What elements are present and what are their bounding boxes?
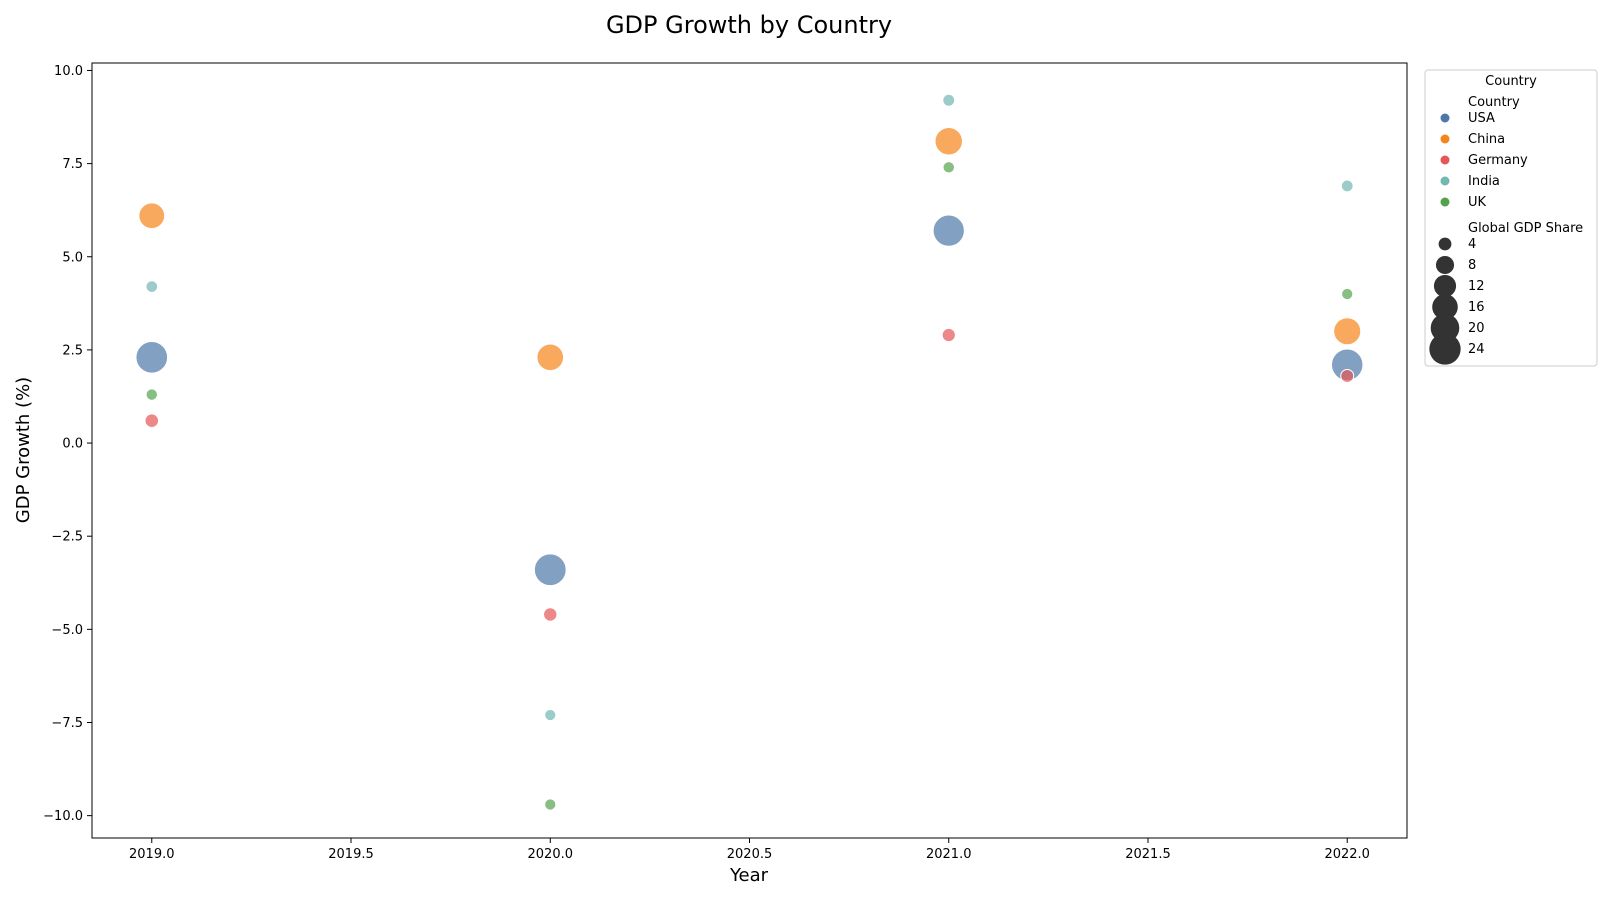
legend-box	[1424, 69, 1598, 367]
legend-hue-header: Country	[1468, 95, 1520, 110]
bubble-germany	[144, 413, 160, 428]
bubble-india	[942, 93, 956, 107]
legend-size-label: 12	[1468, 279, 1485, 294]
y-axis-title: GDP Growth (%)	[13, 377, 34, 523]
bubble-germany	[1340, 369, 1355, 383]
legend-size-marker	[1433, 274, 1457, 298]
bubble-china	[138, 202, 166, 230]
x-tick-label: 2019.5	[328, 847, 374, 862]
bubble-india	[1340, 179, 1354, 193]
legend-hue-entries: USA China Germany India UK	[1440, 111, 1528, 210]
legend-marker-usa	[1440, 113, 1450, 123]
x-tick-label: 2021.0	[926, 847, 972, 862]
y-tick-label: 5.0	[62, 250, 83, 265]
legend-size-entries: 4 8 12 16 20 24	[1429, 237, 1485, 365]
x-tick-label: 2022.0	[1324, 847, 1370, 862]
legend-marker-china	[1440, 134, 1450, 144]
x-tick-label: 2020.5	[727, 847, 773, 862]
x-axis-ticks: 2019.0 2019.5 2020.0 2020.5 2021.0 2021.5 2022…	[129, 838, 1370, 862]
legend-marker-india	[1440, 176, 1450, 186]
legend-label-china: China	[1468, 132, 1505, 147]
legend-size-label: 20	[1468, 321, 1485, 336]
legend-label-uk: UK	[1468, 195, 1487, 210]
bubble-usa	[533, 553, 567, 587]
y-tick-label: −2.5	[51, 530, 83, 545]
legend-size-header: Global GDP Share	[1468, 221, 1583, 236]
legend-title: Country	[1485, 74, 1537, 89]
legend-marker-germany	[1440, 155, 1450, 165]
bubble-uk	[145, 388, 158, 401]
bubble-india	[145, 280, 159, 293]
legend-size-marker	[1438, 237, 1452, 251]
bubble-uk	[942, 161, 955, 174]
legend-size-label: 8	[1468, 258, 1476, 273]
legend-size-label: 24	[1468, 342, 1485, 357]
x-axis-title: Year	[729, 865, 769, 886]
bubble-uk	[544, 798, 557, 811]
legend-marker-uk	[1440, 197, 1450, 207]
y-tick-label: −7.5	[51, 716, 83, 731]
legend-label-india: India	[1468, 174, 1500, 189]
legend-size-marker	[1435, 255, 1455, 275]
legend-size-label: 4	[1468, 237, 1476, 252]
plot-area: 2019.0 2019.5 2020.0 2020.5 2021.0 2021.5 2022…	[43, 62, 1408, 862]
bubble-uk	[1341, 287, 1354, 301]
y-tick-label: 2.5	[62, 343, 83, 358]
legend-size-label: 16	[1468, 300, 1485, 315]
legend-label-germany: Germany	[1468, 153, 1528, 168]
legend: Country Country USA China Germany India UK G…	[1424, 69, 1598, 367]
legend-size-marker	[1429, 333, 1461, 365]
bubble-germany	[543, 607, 558, 622]
bubble-usa	[135, 341, 169, 374]
bubble-china	[934, 127, 963, 156]
bubble-china	[536, 343, 565, 372]
y-tick-label: −10.0	[43, 809, 83, 824]
legend-size-marker	[1432, 294, 1458, 320]
bubble-china	[1333, 317, 1362, 346]
y-axis-ticks: −10.0 −7.5 −5.0 −2.5 0.0 2.5 5.0 7.5 10.0	[43, 64, 92, 824]
bubble-india	[544, 708, 557, 722]
bubble-usa	[932, 214, 965, 247]
plot-frame	[91, 62, 1408, 839]
chart-title: GDP Growth by Country	[606, 11, 892, 39]
y-tick-label: 0.0	[62, 437, 83, 452]
y-tick-label: −5.0	[51, 623, 83, 638]
x-tick-label: 2019.0	[129, 847, 175, 862]
y-tick-label: 7.5	[62, 157, 83, 172]
x-tick-label: 2021.5	[1125, 847, 1171, 862]
bubble-layer	[135, 93, 1364, 811]
y-tick-label: 10.0	[54, 64, 83, 79]
legend-label-usa: USA	[1468, 111, 1495, 126]
x-tick-label: 2020.0	[528, 847, 574, 862]
bubble-germany	[941, 327, 956, 343]
